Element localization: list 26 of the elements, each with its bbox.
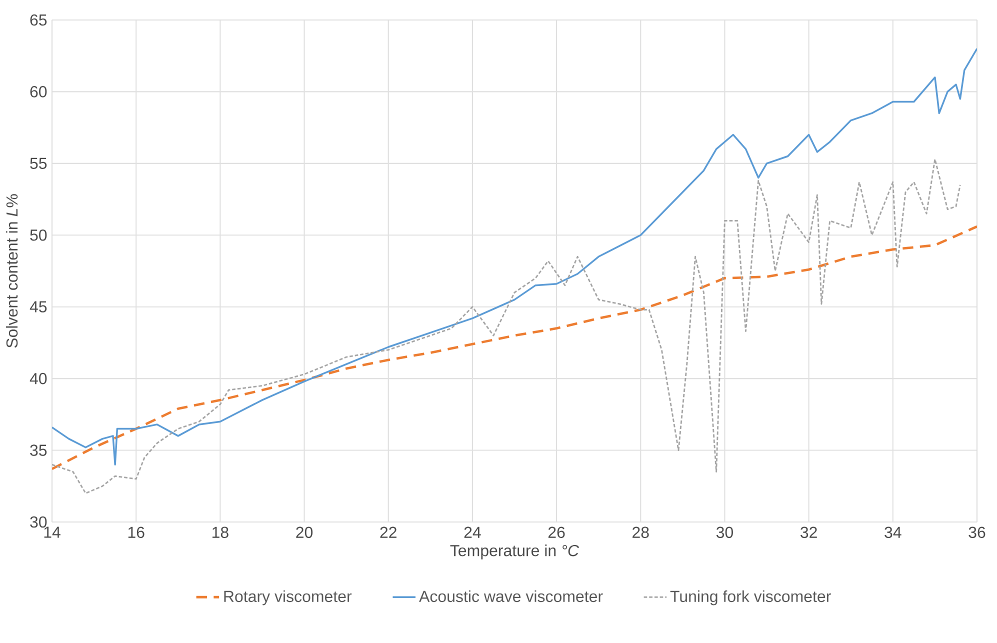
- x-tick-label: 34: [884, 526, 902, 538]
- y-tick-label: 45: [30, 301, 47, 312]
- legend-label: Tuning fork viscometer: [670, 590, 831, 606]
- x-tick-label: 26: [548, 526, 565, 538]
- y-tick-label: 30: [30, 516, 47, 528]
- y-tick-label: 60: [30, 86, 47, 98]
- x-tick-label: 28: [632, 526, 649, 538]
- legend-label: Rotary viscometer: [224, 590, 352, 606]
- x-tick-label: 32: [800, 526, 817, 538]
- x-tick-label: 20: [296, 526, 313, 538]
- x-tick-label: 18: [212, 526, 228, 538]
- x-tick-label: 24: [464, 526, 481, 538]
- x-tick-label: 22: [380, 526, 396, 538]
- y-tick-label: 65: [30, 14, 47, 26]
- y-tick-label: 50: [30, 229, 47, 241]
- x-tick-label: 30: [716, 526, 733, 538]
- y-axis-title: Solvent content in L%: [6, 194, 18, 348]
- x-tick-label: 14: [44, 526, 60, 538]
- legend-label: Acoustic wave viscometer: [419, 590, 603, 602]
- x-tick-label: 16: [128, 526, 144, 538]
- y-tick-label: 40: [30, 372, 47, 384]
- y-tick-label: 35: [30, 444, 47, 456]
- line-series: [52, 158, 961, 494]
- x-tick-label: 36: [968, 526, 986, 538]
- x-axis-title: Temperature in °C: [450, 544, 580, 560]
- y-tick-label: 55: [30, 158, 47, 169]
